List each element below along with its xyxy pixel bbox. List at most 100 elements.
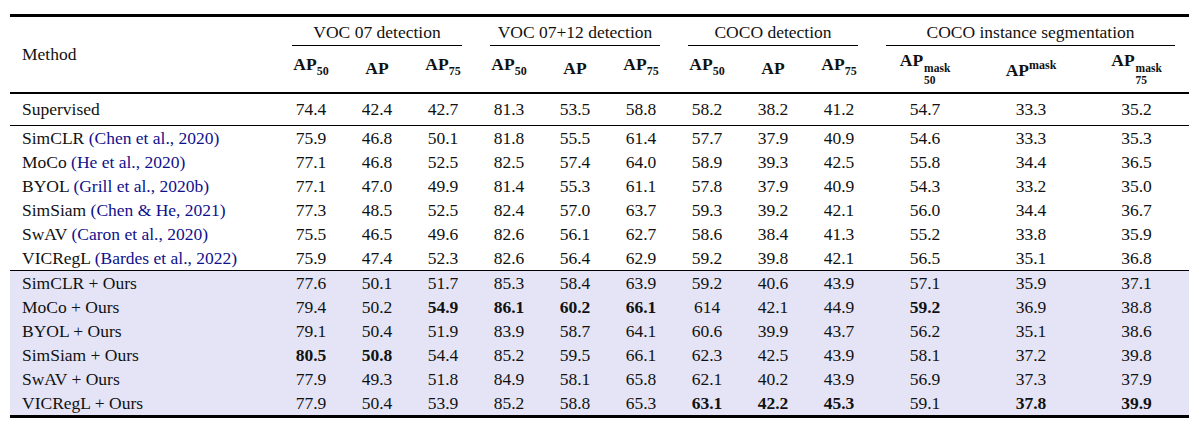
table-row: BYOL + Ours79.150.451.983.958.764.160.63… <box>10 319 1189 343</box>
metric-value: 64.0 <box>608 150 674 174</box>
metric-value: 53.9 <box>410 391 476 417</box>
method-name: SwAV + Ours <box>22 369 120 389</box>
metric-subscript: 50 <box>924 75 936 87</box>
metric-value: 50.1 <box>410 126 476 151</box>
table-row: VICRegL + Ours77.950.453.985.258.865.363… <box>10 391 1189 417</box>
metric-value: 37.2 <box>978 343 1084 367</box>
table-body: Supervised74.442.442.781.353.558.858.238… <box>10 93 1189 417</box>
metric-value: 58.1 <box>542 367 608 391</box>
metric-value: 65.3 <box>608 391 674 417</box>
table-header: Method VOC 07 detection VOC 07+12 detectio… <box>10 16 1189 94</box>
method-cell: SimSiam + Ours <box>10 343 278 367</box>
metric-value: 62.1 <box>674 367 740 391</box>
metric-value: 56.0 <box>872 198 978 222</box>
metric-base-label: AP <box>821 54 844 74</box>
metric-value: 75.9 <box>278 126 344 151</box>
metric-value: 59.2 <box>872 295 978 319</box>
method-name: MoCo + Ours <box>22 297 119 317</box>
metric-value: 62.3 <box>674 343 740 367</box>
metric-value: 49.3 <box>344 367 410 391</box>
metric-value: 58.4 <box>542 271 608 296</box>
metric-value: 33.3 <box>978 93 1084 126</box>
metric-value: 46.8 <box>344 126 410 151</box>
method-cell: SimSiam (Chen & He, 2021) <box>10 198 278 222</box>
metric-base-label: AP <box>491 54 514 74</box>
metric-value: 37.9 <box>1084 367 1189 391</box>
metric-value: 56.2 <box>872 319 978 343</box>
metric-value: 42.5 <box>806 150 872 174</box>
method-header: Method <box>10 16 278 94</box>
metric-value: 85.3 <box>476 271 542 296</box>
metric-value: 59.3 <box>674 198 740 222</box>
metric-value: 51.8 <box>410 367 476 391</box>
method-name: SimCLR + Ours <box>22 273 137 293</box>
metric-value: 51.7 <box>410 271 476 296</box>
metric-value: 41.3 <box>806 222 872 246</box>
citation-link[interactable]: (Caron et al., 2020) <box>71 224 208 244</box>
column-group-header: VOC 07+12 detection <box>476 16 674 47</box>
metric-value: 57.4 <box>542 150 608 174</box>
metric-value: 52.3 <box>410 246 476 271</box>
metric-value: 38.2 <box>740 93 806 126</box>
metric-subscript: 50 <box>515 64 527 78</box>
column-group-header: COCO detection <box>674 16 872 47</box>
column-group-header: COCO instance segmentation <box>872 16 1189 47</box>
metric-header: AP50 <box>674 46 740 93</box>
metric-value: 58.7 <box>542 319 608 343</box>
metric-value: 42.4 <box>344 93 410 126</box>
metric-value: 51.9 <box>410 319 476 343</box>
metric-value: 62.9 <box>608 246 674 271</box>
metric-value: 50.4 <box>344 319 410 343</box>
metric-value: 50.8 <box>344 343 410 367</box>
metric-value: 42.2 <box>740 391 806 417</box>
citation-link[interactable]: (Grill et al., 2020b) <box>73 176 209 196</box>
table-row: SwAV + Ours77.949.351.884.958.165.862.14… <box>10 367 1189 391</box>
metric-value: 33.2 <box>978 174 1084 198</box>
metric-value: 75.5 <box>278 222 344 246</box>
table-row: SimSiam + Ours80.550.854.485.259.566.162… <box>10 343 1189 367</box>
metric-base-label: AP <box>623 54 646 74</box>
metric-value: 54.3 <box>872 174 978 198</box>
metric-value: 42.5 <box>740 343 806 367</box>
metric-value: 56.5 <box>872 246 978 271</box>
citation-link[interactable]: (Chen & He, 2021) <box>91 200 226 220</box>
metric-base-label: AP <box>293 54 316 74</box>
metric-value: 43.7 <box>806 319 872 343</box>
metric-value: 35.3 <box>1084 126 1189 151</box>
metric-value: 66.1 <box>608 343 674 367</box>
metric-value: 42.1 <box>806 198 872 222</box>
metric-value: 84.9 <box>476 367 542 391</box>
metric-value: 54.4 <box>410 343 476 367</box>
metric-value: 82.4 <box>476 198 542 222</box>
metric-value: 52.5 <box>410 198 476 222</box>
citation-link[interactable]: (Chen et al., 2020) <box>89 128 220 148</box>
metric-value: 56.1 <box>542 222 608 246</box>
metric-value: 60.2 <box>542 295 608 319</box>
metric-value: 54.7 <box>872 93 978 126</box>
metric-value: 39.8 <box>740 246 806 271</box>
method-cell: SwAV (Caron et al., 2020) <box>10 222 278 246</box>
metric-value: 614 <box>674 295 740 319</box>
metric-base-label: AP <box>900 50 923 70</box>
metric-value: 37.9 <box>740 126 806 151</box>
method-cell: VICRegL (Bardes et al., 2022) <box>10 246 278 271</box>
method-cell: SimCLR (Chen et al., 2020) <box>10 126 278 151</box>
metric-value: 43.9 <box>806 343 872 367</box>
metric-supsub-stack: mask50 <box>924 63 950 86</box>
metric-value: 38.6 <box>1084 319 1189 343</box>
metric-value: 55.5 <box>542 126 608 151</box>
metric-superscript: mask <box>924 63 950 75</box>
metric-value: 44.9 <box>806 295 872 319</box>
citation-link[interactable]: (He et al., 2020) <box>71 152 185 172</box>
metric-value: 59.5 <box>542 343 608 367</box>
metric-value: 40.2 <box>740 367 806 391</box>
column-group-label: COCO instance segmentation <box>886 22 1175 46</box>
metric-value: 58.6 <box>674 222 740 246</box>
metric-value: 82.6 <box>476 246 542 271</box>
citation-link[interactable]: (Bardes et al., 2022) <box>95 248 237 268</box>
metric-value: 39.8 <box>1084 343 1189 367</box>
column-group-label: VOC 07 detection <box>292 22 462 46</box>
method-cell: VICRegL + Ours <box>10 391 278 417</box>
metric-value: 57.0 <box>542 198 608 222</box>
metric-value: 54.9 <box>410 295 476 319</box>
